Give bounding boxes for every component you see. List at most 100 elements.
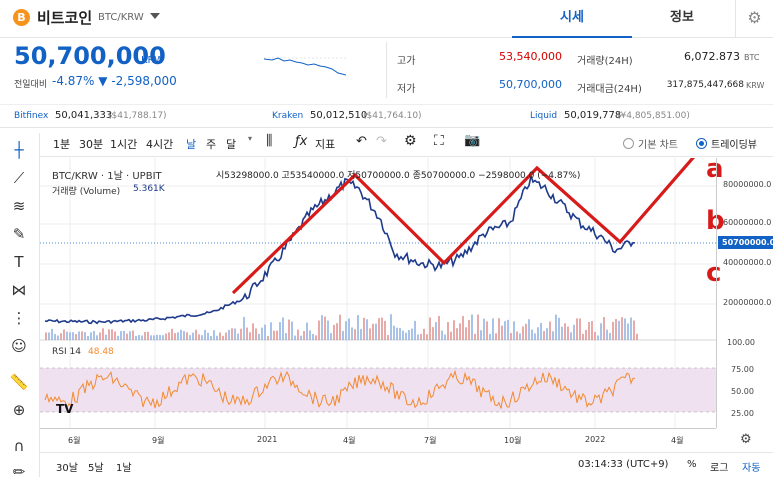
crosshair-icon[interactable]: ┼ [14, 141, 24, 159]
current-price-tag: 50700000.0 [718, 236, 773, 249]
exchange-name[interactable]: Liquid [530, 111, 558, 121]
chevron-down-icon[interactable] [150, 13, 160, 19]
zoom-icon[interactable]: ⊕ [12, 401, 26, 419]
volume-bar [45, 332, 47, 340]
volume-bar [249, 332, 251, 340]
volume-bar [252, 323, 254, 340]
volume-bar [369, 328, 371, 340]
volume-bar [513, 321, 515, 340]
interval-day[interactable]: 날 [186, 138, 197, 151]
measure-lines-icon[interactable]: ⋮ [11, 309, 27, 327]
candle-type-icon[interactable]: ⫼ [266, 133, 273, 149]
clock-time[interactable]: 03:14:33 (UTC+9) [578, 459, 669, 470]
volume-bar [519, 333, 521, 340]
tab-info[interactable]: 정보 [670, 10, 694, 25]
indicator-button[interactable]: 지표 [315, 138, 336, 151]
interval-30m[interactable]: 30분 [79, 138, 104, 151]
exchange-name[interactable]: Bitfinex [14, 111, 49, 121]
volume-bar [156, 334, 158, 340]
rsi-band [40, 368, 716, 412]
undo-icon[interactable]: ↶ [356, 134, 367, 149]
exchange-sub: (¥4,805,851.00) [617, 111, 690, 121]
emoji-icon[interactable]: ☺ [11, 337, 27, 355]
settings-icon[interactable]: ⚙ [404, 133, 417, 149]
volume-bar [117, 335, 119, 340]
camera-icon[interactable]: 📷 [464, 133, 481, 148]
rsi-tick: 25.00 [731, 409, 754, 418]
fib-icon[interactable]: ≋ [12, 197, 26, 215]
chevron-down-icon[interactable]: ▾ [248, 134, 253, 143]
magnet-icon[interactable]: ∩ [13, 437, 25, 455]
volume-bar [426, 334, 428, 340]
volume-bar [126, 333, 128, 340]
pattern-icon[interactable]: ⋈ [11, 281, 27, 299]
volume-bar [594, 331, 596, 340]
ruler-icon[interactable]: 📏 [9, 373, 29, 391]
volume-bar [114, 331, 116, 340]
volume-bar [273, 330, 275, 340]
fullscreen-icon[interactable]: ⛶ [434, 133, 444, 149]
volume-bar [393, 325, 395, 340]
annotation-zigzag [231, 158, 695, 295]
volume-bar [258, 333, 260, 340]
volume-bar [195, 329, 197, 340]
volume-bar [537, 327, 539, 340]
exchange-name[interactable]: Kraken [272, 111, 304, 121]
volume-bar [120, 331, 122, 340]
volume-bar [321, 315, 323, 340]
volume-bar [381, 317, 383, 340]
volume-bar [315, 335, 317, 340]
redo-icon[interactable]: ↷ [376, 134, 387, 149]
trendline-icon[interactable]: ⟋ [13, 169, 25, 187]
gear-icon[interactable]: ⚙ [740, 432, 752, 447]
volume-bar [87, 335, 89, 340]
volume-bar [228, 329, 230, 340]
tradingview-radio[interactable] [696, 138, 707, 149]
volume-bar [192, 332, 194, 340]
volume-bar [207, 332, 209, 340]
percent-toggle[interactable]: % [687, 459, 697, 470]
price-axis[interactable]: 80000000.0 60000000.0 40000000.0 2000000… [716, 158, 773, 428]
interval-4h[interactable]: 4시간 [146, 138, 174, 151]
volume-bar [336, 323, 338, 340]
range-30d[interactable]: 30날 [56, 463, 78, 474]
volume-bar [180, 329, 182, 340]
text-icon[interactable]: T [14, 253, 24, 271]
price-tick: 20000000.0 [723, 298, 772, 307]
volume-bar [144, 332, 146, 340]
volume-bar [546, 328, 548, 340]
brush-icon[interactable]: ✎ [12, 225, 26, 243]
volume-bar [255, 328, 257, 340]
basic-chart-radio[interactable] [623, 138, 634, 149]
price-chart[interactable] [40, 158, 716, 428]
volume-bar [147, 331, 149, 340]
volume-bar [567, 326, 569, 340]
tab-market-price[interactable]: 시세 [512, 0, 632, 38]
range-1d[interactable]: 1날 [116, 463, 132, 474]
fx-icon[interactable]: ƒx [295, 134, 308, 149]
basic-chart-label[interactable]: 기본 차트 [638, 140, 678, 151]
volume-bar [240, 328, 242, 340]
rsi-series [44, 369, 636, 409]
tradingview-label[interactable]: 트레이딩뷰 [711, 140, 757, 151]
volume-bar [438, 315, 440, 340]
auto-toggle[interactable]: 자동 [742, 463, 761, 474]
coin-code[interactable]: BTC/KRW [98, 12, 144, 23]
x-tick: 9월 [152, 436, 165, 445]
coin-name[interactable]: 비트코인 [37, 9, 93, 27]
log-toggle[interactable]: 로그 [710, 463, 729, 474]
interval-1m[interactable]: 1분 [53, 138, 71, 151]
volume-bar [558, 317, 560, 340]
volume-bar [141, 335, 143, 340]
interval-month[interactable]: 달 [226, 138, 237, 151]
interval-week[interactable]: 주 [206, 138, 217, 151]
volume-bar [75, 334, 77, 340]
gear-icon[interactable]: ⚙ [735, 0, 773, 38]
amount-value: 317,875,447,668 [666, 80, 744, 90]
volume-bar [348, 318, 350, 340]
interval-1h[interactable]: 1시간 [110, 138, 138, 151]
range-5d[interactable]: 5날 [88, 463, 104, 474]
volume-bar [318, 320, 320, 340]
volume-bar [396, 327, 398, 340]
pencil-lock-icon[interactable]: ✏ [12, 463, 26, 481]
